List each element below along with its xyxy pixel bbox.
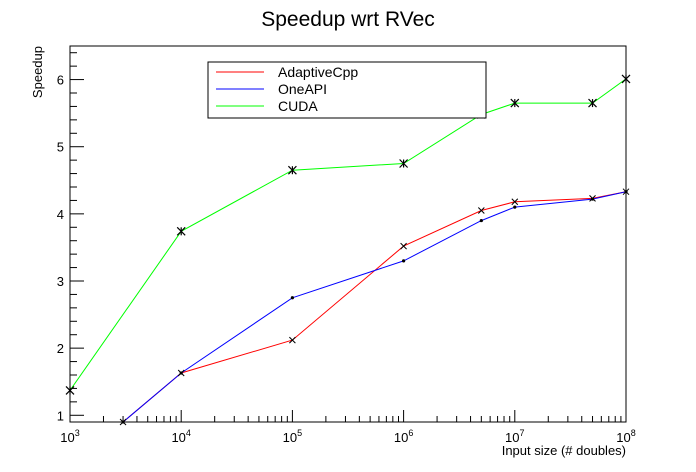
data-point (180, 371, 183, 374)
y-tick-label: 5 (57, 140, 64, 155)
data-point (591, 197, 594, 200)
legend-label: OneAPI (278, 81, 327, 97)
data-point (401, 243, 407, 249)
data-point (121, 420, 124, 423)
series-line-oneapi (123, 192, 626, 422)
data-point (622, 75, 630, 83)
data-point (478, 208, 484, 214)
data-point (291, 296, 294, 299)
legend-label: AdaptiveCpp (278, 64, 358, 80)
series-line-cuda (70, 79, 626, 391)
y-tick-label: 2 (57, 341, 64, 356)
x-axis-label: Input size (# doubles) (502, 443, 626, 458)
data-point (289, 337, 295, 343)
series-markers-oneapi (121, 190, 627, 424)
y-tick-label: 4 (57, 207, 64, 222)
data-point (480, 219, 483, 222)
y-tick-label: 6 (57, 73, 64, 88)
legend-label: CUDA (278, 98, 318, 114)
series-line-adaptivecpp (123, 192, 626, 422)
x-tick-label: 104 (171, 428, 190, 445)
series-markers-cuda (66, 75, 630, 395)
x-tick-label: 103 (60, 428, 79, 445)
x-tick-label: 106 (394, 428, 413, 445)
data-point (513, 206, 516, 209)
data-point (402, 259, 405, 262)
data-point (66, 386, 74, 394)
data-point (177, 227, 185, 235)
y-tick-label: 3 (57, 274, 64, 289)
x-tick-label: 105 (283, 428, 302, 445)
y-axis-label: Speedup (30, 46, 45, 98)
chart-title: Speedup wrt RVec (261, 8, 435, 31)
x-axis: 103 104 105 106 107 108 (60, 410, 635, 445)
series-markers-adaptivecpp (120, 189, 629, 425)
series-group (66, 75, 630, 425)
data-point (624, 190, 627, 193)
y-tick-label: 1 (57, 408, 64, 423)
